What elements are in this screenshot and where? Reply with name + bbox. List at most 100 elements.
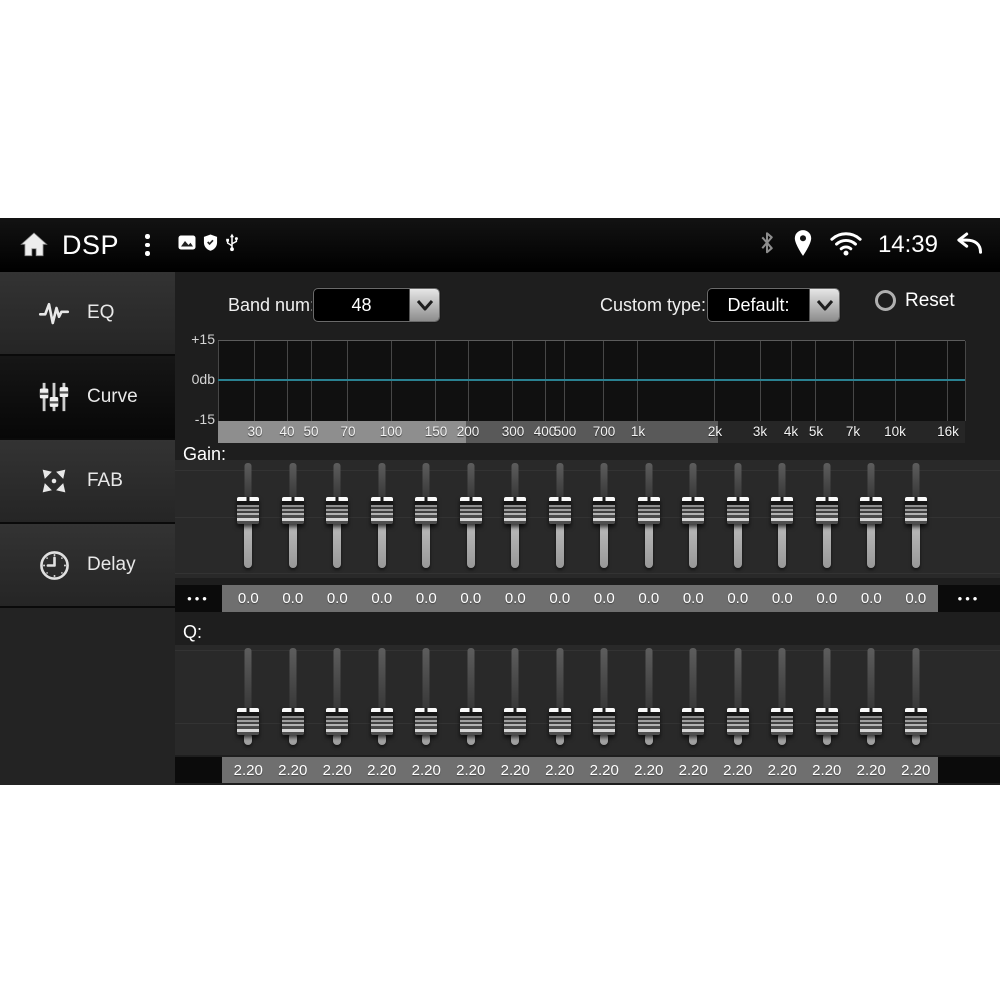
- gain-slider-track-fill[interactable]: [733, 505, 742, 568]
- overflow-menu-icon[interactable]: [139, 230, 156, 260]
- gain-slider[interactable]: [894, 460, 939, 578]
- gain-slider-track[interactable]: [912, 463, 920, 501]
- q-slider-track-fill[interactable]: [867, 733, 876, 745]
- gain-slider-track[interactable]: [689, 463, 697, 501]
- q-slider-thumb[interactable]: [281, 708, 304, 735]
- gain-slider-thumb[interactable]: [281, 497, 304, 524]
- gain-slider[interactable]: [449, 460, 494, 578]
- q-slider-track[interactable]: [600, 648, 608, 714]
- home-icon[interactable]: [16, 227, 52, 263]
- gain-slider-track[interactable]: [244, 463, 252, 501]
- gain-slider-track[interactable]: [823, 463, 831, 501]
- q-slider[interactable]: [404, 645, 449, 755]
- q-slider-track[interactable]: [244, 648, 252, 714]
- q-slider-track[interactable]: [912, 648, 920, 714]
- gain-slider-track[interactable]: [645, 463, 653, 501]
- q-slider[interactable]: [582, 645, 627, 755]
- gain-slider-track[interactable]: [333, 463, 341, 501]
- gain-slider[interactable]: [849, 460, 894, 578]
- q-slider-thumb[interactable]: [593, 708, 616, 735]
- reset-radio[interactable]: [875, 290, 896, 311]
- q-slider-track-fill[interactable]: [333, 733, 342, 745]
- gain-slider-track-fill[interactable]: [377, 505, 386, 568]
- q-slider-track[interactable]: [333, 648, 341, 714]
- q-slider-thumb[interactable]: [860, 708, 883, 735]
- q-slider-track-fill[interactable]: [422, 733, 431, 745]
- gain-slider[interactable]: [627, 460, 672, 578]
- q-slider[interactable]: [493, 645, 538, 755]
- q-slider-track-fill[interactable]: [733, 733, 742, 745]
- q-slider-track[interactable]: [689, 648, 697, 714]
- q-slider-track-fill[interactable]: [689, 733, 698, 745]
- q-slider[interactable]: [849, 645, 894, 755]
- gain-slider[interactable]: [582, 460, 627, 578]
- q-slider[interactable]: [271, 645, 316, 755]
- gain-slider-track[interactable]: [867, 463, 875, 501]
- q-slider-track-fill[interactable]: [511, 733, 520, 745]
- q-slider[interactable]: [315, 645, 360, 755]
- reset-label[interactable]: Reset: [905, 290, 955, 311]
- gain-slider-track[interactable]: [556, 463, 564, 501]
- gain-slider-thumb[interactable]: [548, 497, 571, 524]
- gain-slider-track[interactable]: [422, 463, 430, 501]
- gain-slider[interactable]: [538, 460, 583, 578]
- q-slider-track[interactable]: [467, 648, 475, 714]
- q-slider-track[interactable]: [511, 648, 519, 714]
- scroll-left-dots[interactable]: •••: [187, 591, 210, 606]
- q-slider-thumb[interactable]: [548, 708, 571, 735]
- gain-slider[interactable]: [360, 460, 405, 578]
- band-num-select[interactable]: 48: [313, 288, 440, 322]
- gain-slider-thumb[interactable]: [593, 497, 616, 524]
- q-slider-thumb[interactable]: [726, 708, 749, 735]
- q-slider-thumb[interactable]: [904, 708, 927, 735]
- q-slider-thumb[interactable]: [504, 708, 527, 735]
- q-slider[interactable]: [894, 645, 939, 755]
- q-slider-thumb[interactable]: [459, 708, 482, 735]
- gain-slider-track[interactable]: [511, 463, 519, 501]
- q-slider-track-fill[interactable]: [822, 733, 831, 745]
- q-slider[interactable]: [805, 645, 850, 755]
- q-slider-track-fill[interactable]: [555, 733, 564, 745]
- gain-slider-thumb[interactable]: [637, 497, 660, 524]
- sidebar-item-delay[interactable]: Delay: [0, 524, 175, 608]
- gain-slider-track-fill[interactable]: [778, 505, 787, 568]
- q-slider-thumb[interactable]: [815, 708, 838, 735]
- q-slider[interactable]: [538, 645, 583, 755]
- gain-slider-track-fill[interactable]: [555, 505, 564, 568]
- gain-slider-track[interactable]: [467, 463, 475, 501]
- gain-slider-thumb[interactable]: [815, 497, 838, 524]
- gain-slider-track-fill[interactable]: [422, 505, 431, 568]
- gain-slider-thumb[interactable]: [860, 497, 883, 524]
- gain-slider[interactable]: [805, 460, 850, 578]
- gain-slider-track[interactable]: [378, 463, 386, 501]
- q-slider-thumb[interactable]: [237, 708, 260, 735]
- gain-slider-track-fill[interactable]: [244, 505, 253, 568]
- q-slider-track[interactable]: [289, 648, 297, 714]
- q-slider-track-fill[interactable]: [778, 733, 787, 745]
- q-slider-track[interactable]: [778, 648, 786, 714]
- gain-slider-track-fill[interactable]: [333, 505, 342, 568]
- q-slider-thumb[interactable]: [682, 708, 705, 735]
- q-slider-track[interactable]: [422, 648, 430, 714]
- gain-slider[interactable]: [493, 460, 538, 578]
- gain-slider-track-fill[interactable]: [511, 505, 520, 568]
- q-slider-track[interactable]: [556, 648, 564, 714]
- q-slider-track-fill[interactable]: [644, 733, 653, 745]
- scroll-right-dots[interactable]: •••: [957, 591, 981, 606]
- gain-slider-track-fill[interactable]: [867, 505, 876, 568]
- gain-slider-track[interactable]: [734, 463, 742, 501]
- q-slider[interactable]: [671, 645, 716, 755]
- sidebar-item-eq[interactable]: EQ: [0, 272, 175, 356]
- q-slider[interactable]: [716, 645, 761, 755]
- q-slider-track-fill[interactable]: [600, 733, 609, 745]
- custom-type-select[interactable]: Default:: [707, 288, 840, 322]
- gain-slider-track[interactable]: [600, 463, 608, 501]
- gain-slider-thumb[interactable]: [459, 497, 482, 524]
- q-slider-track[interactable]: [823, 648, 831, 714]
- gain-slider-track-fill[interactable]: [644, 505, 653, 568]
- gain-slider-track-fill[interactable]: [911, 505, 920, 568]
- q-slider-thumb[interactable]: [771, 708, 794, 735]
- gain-slider-thumb[interactable]: [504, 497, 527, 524]
- gain-slider-thumb[interactable]: [326, 497, 349, 524]
- q-slider[interactable]: [627, 645, 672, 755]
